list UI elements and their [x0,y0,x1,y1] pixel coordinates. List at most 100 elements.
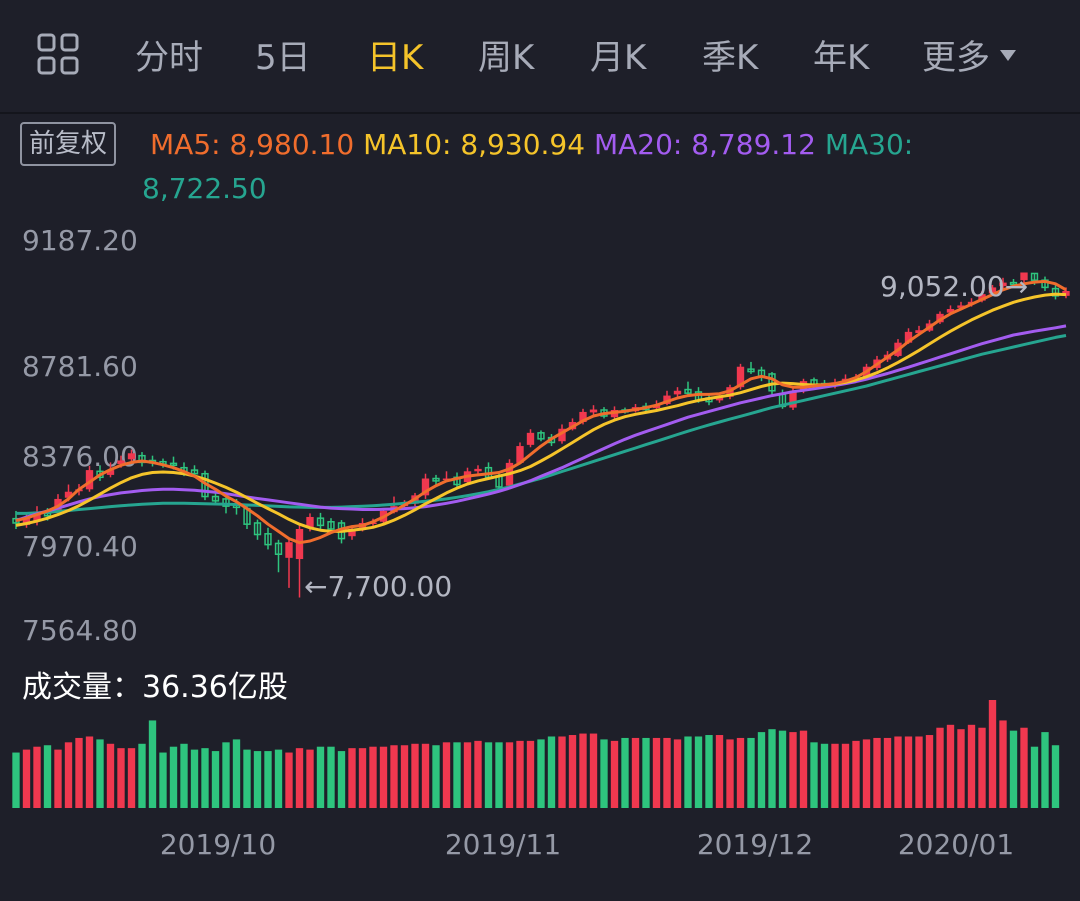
volume-bar [600,739,608,808]
volume-bar [306,749,314,808]
volume-bar [568,735,577,808]
volume-bar [631,737,640,808]
candle-body-down [264,533,272,546]
candle-body-up [117,460,125,465]
volume-bar [453,742,461,808]
volume-bar [705,735,713,808]
candle-body-up [663,395,671,404]
candle-body-down [1009,281,1018,286]
price-tick-5: 7564.80 [22,614,138,647]
candle-body-up [904,331,913,343]
candle-body-up [64,491,73,498]
volume-bar [621,737,629,808]
candle-body-down [253,522,262,536]
volume-bar [232,739,241,808]
candle-body-up [999,282,1007,287]
candle-body-down [1051,287,1060,297]
volume-bar [127,748,136,808]
volume-bar [999,720,1007,808]
volume-bar [715,735,724,808]
volume-bar [411,743,419,808]
volume-bar [684,736,692,808]
candle-body-up [348,528,356,537]
price-tick-1: 9187.20 [22,224,138,257]
volume-bar [778,730,787,808]
volume-bar [516,740,524,808]
candle-body-up [526,432,535,445]
tab-daily-k[interactable]: 日K [367,38,424,78]
candle-body-up [673,390,682,395]
candle-body-up [579,411,587,423]
price-tick-4: 7970.40 [22,530,138,563]
candle-body-up [474,468,482,472]
candle-body-down [432,477,440,482]
ma5-label: MA5: [150,128,230,161]
volume-bar [1051,745,1060,808]
volume-bar [169,746,178,808]
ma30-label: MA30: [824,128,914,161]
price-adjust-button[interactable]: 前复权 [20,122,116,166]
volume-bar [274,749,283,808]
volume-bar [484,742,493,808]
volume-bar [295,748,304,808]
volume-bar [369,746,377,808]
candle-body-down [327,521,335,530]
volume-bar [810,742,818,808]
volume-bar [673,739,682,808]
volume-bar [1030,746,1039,808]
volume-bar [547,736,556,808]
volume-bar [915,736,923,808]
volume-bar [757,732,766,808]
ma-legend-row-1: MA5: 8,980.10 MA10: 8,930.94 MA20: 8,789… [150,128,913,161]
candle-body-up [106,470,115,475]
ma10-value: 8,930.94 [460,128,586,161]
date-tick-2: 2019/11 [444,828,562,861]
candle-body-up [988,287,997,294]
volume-bar [264,751,272,808]
volume-bar [1020,727,1028,808]
high-price-annotation: 9,052.00→ [880,270,1028,303]
volume-bar [285,752,293,808]
candle-body-up [946,309,955,313]
ma10-label: MA10: [363,128,461,161]
tab-quarterly-k[interactable]: 季K [702,38,759,78]
volume-bar [789,732,797,808]
volume-bar [579,733,587,808]
volume-bar [22,749,31,808]
candle-body-down [537,432,545,440]
volume-bar [180,743,188,808]
arrow-left-icon: ← [304,570,328,603]
volume-bar [75,737,83,808]
high-price-value: 9,052.00 [880,270,1005,303]
tab-intraday[interactable]: 分时 [135,38,203,78]
volume-bar [589,733,598,808]
volume-value: ：36.36亿股 [112,670,288,705]
volume-bar [1041,732,1049,808]
volume-bar [337,751,346,808]
tab-monthly-k[interactable]: 月K [590,38,647,78]
candle-body-down [211,495,220,502]
volume-bar [967,724,976,808]
more-dropdown[interactable]: 更多 [922,30,1016,79]
volume-bar [64,742,73,808]
candle-body-up [978,294,986,301]
candle-body-up [306,516,314,528]
volume-bar [432,745,440,808]
volume-bar [936,727,944,808]
candle-body-down [747,368,755,373]
price-tick-2: 8781.60 [22,350,138,383]
ma20-line [15,324,1067,523]
candle-body-down [274,542,283,555]
tab-5day[interactable]: 5日 [255,38,311,78]
candle-body-down [169,462,178,467]
volume-bar [726,739,734,808]
grid-layout-icon[interactable] [36,32,80,76]
volume-bar [978,727,986,808]
tab-yearly-k[interactable]: 年K [813,38,870,78]
tab-weekly-k[interactable]: 周K [478,38,535,78]
volume-bar [117,748,125,808]
candle-body-up [85,470,94,490]
volume-bar [442,742,451,808]
